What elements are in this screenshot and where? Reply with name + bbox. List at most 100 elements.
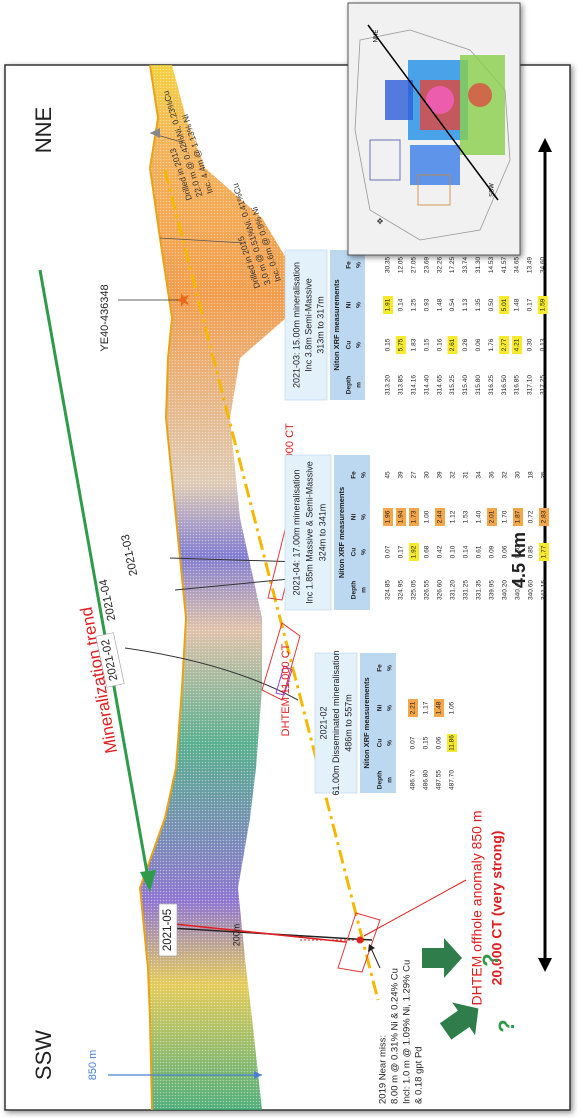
anomaly-point bbox=[356, 936, 364, 944]
cell-highlight bbox=[408, 699, 418, 717]
table-cell: 325.05 bbox=[411, 580, 418, 600]
map-label: SSW bbox=[490, 183, 496, 197]
table-cell: 17.25 bbox=[449, 256, 456, 273]
table-cell: 331.20 bbox=[450, 580, 457, 600]
table-cell: 1.96 bbox=[385, 510, 392, 523]
column-header: Ni bbox=[351, 514, 358, 521]
table-title: Niton XRF measurements bbox=[337, 487, 346, 578]
table-header-box bbox=[360, 653, 396, 793]
hole-tag bbox=[95, 632, 125, 688]
column-unit: % bbox=[356, 302, 363, 308]
table-cell: 39 bbox=[398, 471, 405, 479]
table-cell: 340.40 bbox=[515, 580, 522, 600]
depth-label: 850 m bbox=[87, 1050, 99, 1081]
table-cell: 4.21 bbox=[514, 338, 521, 351]
table-cell: 1.48 bbox=[436, 701, 443, 714]
table-cell: 0.50 bbox=[488, 298, 495, 311]
column-header: Depth bbox=[351, 581, 358, 599]
cell-highlight bbox=[499, 336, 510, 354]
cell-highlight bbox=[447, 734, 457, 752]
map-label: NNE bbox=[374, 30, 380, 43]
table-cell: 11.86 bbox=[449, 735, 456, 751]
dhtem-plate bbox=[261, 622, 301, 701]
table-cell: 1.48 bbox=[514, 298, 521, 311]
table-cell: 23.69 bbox=[423, 256, 430, 273]
table-cell: 39 bbox=[437, 471, 444, 479]
table-cell: 14.53 bbox=[488, 256, 495, 273]
table-cell: 315.40 bbox=[462, 375, 469, 395]
table-cell: 0.06 bbox=[475, 338, 482, 351]
table-cell: 313.85 bbox=[398, 375, 405, 395]
table-cell: 315.25 bbox=[449, 375, 456, 395]
table-cell: 0.14 bbox=[398, 298, 405, 311]
table-cell: 1.70 bbox=[502, 510, 509, 523]
table-cell: 1.92 bbox=[411, 545, 418, 558]
map-north-arrow: ✥ bbox=[377, 217, 384, 226]
cell-highlight bbox=[396, 508, 406, 526]
trend-arrow-head bbox=[140, 870, 156, 892]
table-cell: 0.13 bbox=[540, 338, 547, 351]
dhtem-label: DHTEM 11,000 CT bbox=[280, 643, 292, 736]
table-caption: Inc 3.8m Semi-Massive bbox=[303, 278, 313, 372]
drill-hole bbox=[124, 647, 299, 701]
table-header-box bbox=[330, 250, 365, 400]
depth-marker-head bbox=[254, 1071, 262, 1079]
cell-highlight bbox=[447, 336, 458, 354]
near-miss-text: 2019 Near miss: bbox=[378, 1035, 389, 1104]
table-cell: 314.40 bbox=[423, 375, 430, 395]
drill-hole bbox=[174, 577, 301, 591]
table-cell: 27 bbox=[411, 471, 418, 479]
question-mark: ? bbox=[478, 953, 503, 966]
table-cell: 341.15 bbox=[541, 580, 548, 600]
table-cell: 1.05 bbox=[449, 701, 456, 714]
table-caption: 486m to 557m bbox=[343, 694, 353, 752]
table-cell: 0.07 bbox=[385, 545, 392, 558]
scale-bar-head bbox=[538, 958, 552, 972]
column-unit: % bbox=[361, 472, 368, 478]
column-header: Cu bbox=[351, 548, 358, 557]
map-anomaly bbox=[468, 83, 492, 107]
column-unit: % bbox=[356, 342, 363, 348]
table-cell: 0.42 bbox=[437, 545, 444, 558]
dhtem-plate bbox=[337, 912, 381, 973]
table-cell: 317.10 bbox=[527, 375, 534, 395]
table-cell: 1.94 bbox=[398, 510, 405, 523]
table-cell: 45 bbox=[385, 471, 392, 479]
table-cell: 324.95 bbox=[398, 580, 405, 600]
table-cell: 316.25 bbox=[488, 375, 495, 395]
table-cell: 315.80 bbox=[475, 375, 482, 395]
cell-highlight bbox=[409, 543, 419, 561]
table-cell: 326.60 bbox=[437, 580, 444, 600]
table-cell: 34.60 bbox=[540, 256, 547, 273]
table-cell: 0.14 bbox=[463, 545, 470, 558]
table-caption: 2021-02 bbox=[318, 706, 328, 739]
green-arrow bbox=[422, 938, 462, 978]
table-cell: 2.61 bbox=[449, 338, 456, 351]
table-caption-box bbox=[314, 652, 358, 794]
table-caption-box bbox=[284, 249, 328, 401]
table-cell: 1.00 bbox=[424, 510, 431, 523]
hole-intercept-star bbox=[176, 293, 189, 307]
table-cell: 1.35 bbox=[475, 298, 482, 311]
cell-highlight bbox=[383, 508, 393, 526]
map-claim bbox=[369, 139, 401, 181]
table-cell: 1.83 bbox=[411, 338, 418, 351]
table-cell: 0.68 bbox=[424, 545, 431, 558]
hole-leader bbox=[159, 237, 246, 244]
column-unit: m bbox=[356, 382, 363, 388]
drill-hole bbox=[169, 557, 303, 563]
table-cell: 0.30 bbox=[527, 338, 534, 351]
column-header: Ni bbox=[346, 302, 353, 309]
cell-highlight bbox=[434, 699, 444, 717]
cell-highlight bbox=[537, 296, 548, 314]
map-section-line bbox=[367, 24, 499, 201]
hole-tag bbox=[158, 903, 178, 957]
scale-bar-head bbox=[538, 138, 552, 152]
map-anomaly bbox=[410, 145, 460, 185]
table-cell: 317.25 bbox=[540, 375, 547, 395]
table-title: Niton XRF measurements bbox=[362, 677, 371, 768]
table-caption: Inc 1.85m Massive & Semi-Massive bbox=[304, 461, 314, 604]
table-cell: 487.70 bbox=[449, 770, 456, 790]
